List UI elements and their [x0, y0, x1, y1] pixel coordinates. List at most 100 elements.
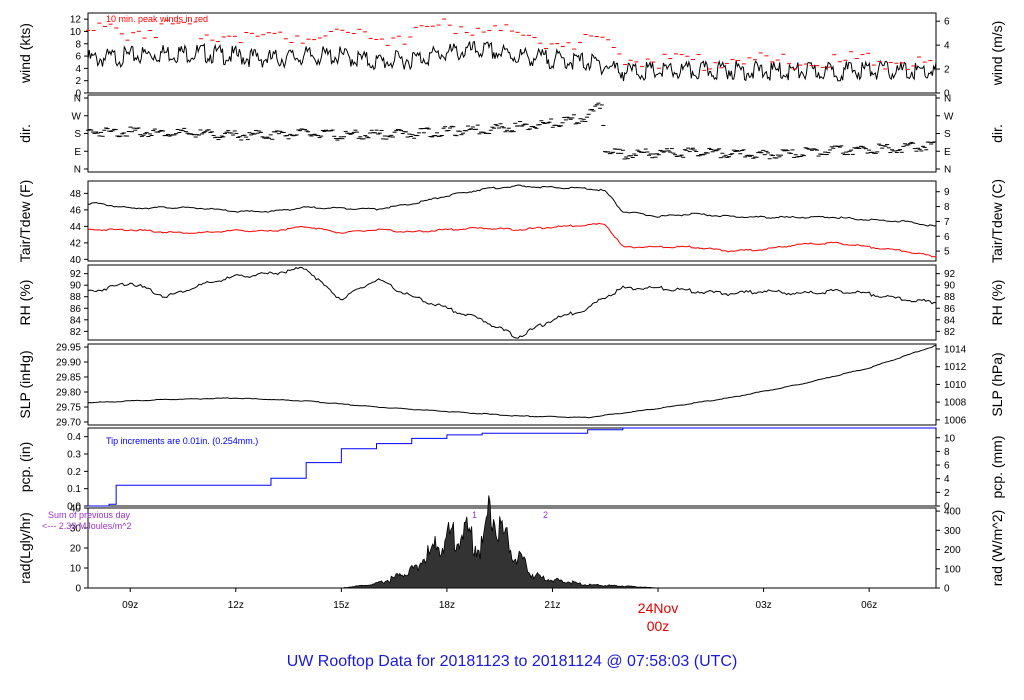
ytick-label-right-wind: 2 — [944, 65, 950, 76]
panel-frame-wind — [87, 12, 937, 94]
series-slp — [87, 344, 937, 419]
ylabel-left-temp: Tair/Tdew (F) — [17, 180, 33, 262]
ytick-label-left-rh: 82 — [70, 327, 82, 338]
series-temp-tair — [88, 184, 937, 227]
panel-frame-temp — [87, 180, 937, 262]
date-marker-date: 24Nov — [638, 600, 678, 616]
ytick-label-right-wind: 6 — [944, 17, 950, 28]
panel-frame-slp — [87, 343, 937, 426]
ytick-label-left-temp: 44 — [70, 222, 82, 233]
panel-frame-rh — [87, 264, 937, 341]
ytick-label-left-slp: 29.85 — [56, 373, 81, 384]
ytick-label-right-rh: 90 — [944, 281, 956, 292]
ytick-label-right-rh: 82 — [944, 327, 956, 338]
ytick-label-right-rad: 400 — [944, 507, 961, 518]
ytick-label-right-dir: N — [944, 94, 951, 105]
ytick-label-left-rh: 88 — [70, 292, 82, 303]
rad-marker-1: 1 — [472, 510, 477, 520]
ylabel-left-slp: SLP (inHg) — [17, 350, 33, 418]
ytick-label-left-rad: 10 — [70, 564, 82, 575]
ytick-label-left-rh: 92 — [70, 269, 82, 280]
ytick-label-left-wind: 12 — [70, 15, 82, 26]
ytick-label-right-pcp: 2 — [944, 488, 950, 499]
ytick-label-right-rad: 300 — [944, 526, 961, 537]
ytick-label-left-temp: 48 — [70, 189, 82, 200]
ytick-label-right-slp: 1012 — [944, 362, 967, 373]
series-temp-tdew — [87, 222, 937, 258]
ytick-label-left-rad: 20 — [70, 544, 82, 555]
ytick-label-right-temp: 5 — [944, 247, 950, 258]
ytick-label-left-temp: 46 — [70, 205, 82, 216]
ytick-label-left-dir: N — [74, 94, 81, 105]
ytick-label-left-dir: E — [74, 147, 81, 158]
xtick-label: 09z — [122, 600, 138, 611]
ytick-label-left-rad: 0 — [75, 584, 81, 595]
ytick-label-left-slp: 29.90 — [56, 358, 81, 369]
ytick-label-left-temp: 42 — [70, 238, 82, 249]
ytick-label-left-pcp: 0.0 — [67, 502, 81, 513]
ytick-label-left-temp: 40 — [70, 255, 82, 266]
ytick-label-right-dir: W — [944, 111, 954, 122]
ytick-label-right-dir: N — [944, 165, 951, 176]
ytick-label-left-wind: 0 — [75, 89, 81, 100]
xtick-label: 12z — [228, 600, 244, 611]
xtick-label: 21z — [544, 600, 560, 611]
ytick-label-left-rh: 86 — [70, 304, 82, 315]
ylabel-left-wind: wind (kts) — [17, 23, 33, 84]
ytick-label-right-pcp: 4 — [944, 474, 950, 485]
ytick-label-left-rh: 84 — [70, 315, 82, 326]
series-wind — [87, 40, 937, 82]
ytick-label-left-pcp: 0.3 — [67, 450, 81, 461]
ytick-label-left-wind: 8 — [75, 39, 81, 50]
ytick-label-left-slp: 29.70 — [56, 418, 81, 429]
ylabel-left-pcp: pcp. (in) — [17, 442, 33, 493]
ylabel-right-dir: dir. — [989, 124, 1005, 143]
ylabel-right-temp: Tair/Tdew (C) — [989, 179, 1005, 263]
ylabel-left-rh: RH (%) — [17, 280, 33, 326]
ylabel-right-pcp: pcp. (mm) — [989, 436, 1005, 499]
ytick-label-left-wind: 6 — [75, 52, 81, 63]
date-marker-hour: 00z — [647, 618, 670, 634]
ytick-label-right-temp: 9 — [944, 187, 950, 198]
ytick-label-right-wind: 4 — [944, 41, 950, 52]
ytick-label-right-rh: 88 — [944, 292, 956, 303]
rad-marker-2: 2 — [543, 510, 548, 520]
rad-annotation-line1: Sum of previous day — [48, 510, 131, 520]
panel-frame-dir — [87, 94, 937, 173]
ylabel-right-rh: RH (%) — [989, 280, 1005, 326]
ylabel-right-wind: wind (m/s) — [989, 21, 1005, 87]
ytick-label-left-wind: 10 — [70, 27, 82, 38]
ylabel-right-rad: rad (W/m^2) — [989, 510, 1005, 587]
ytick-label-right-pcp: 6 — [944, 461, 950, 472]
ytick-label-left-dir: N — [74, 165, 81, 176]
ytick-label-left-wind: 2 — [75, 76, 81, 87]
ytick-label-left-slp: 29.95 — [56, 343, 81, 354]
pcp-annotation: Tip increments are 0.01in. (0.254mm.) — [106, 436, 258, 446]
ytick-label-left-rh: 90 — [70, 281, 82, 292]
ytick-label-left-rad: 40 — [70, 504, 82, 515]
ytick-label-right-dir: S — [944, 129, 951, 140]
series-rad — [341, 495, 659, 589]
ytick-label-left-pcp: 0.2 — [67, 467, 81, 478]
ytick-label-left-slp: 29.80 — [56, 388, 81, 399]
ytick-label-right-rad: 0 — [944, 584, 950, 595]
ytick-label-left-pcp: 0.1 — [67, 484, 81, 495]
ytick-label-right-temp: 8 — [944, 202, 950, 213]
ytick-label-right-slp: 1008 — [944, 398, 967, 409]
ytick-label-right-rh: 92 — [944, 269, 956, 280]
series-pcp — [88, 427, 936, 507]
ylabel-left-dir: dir. — [17, 124, 33, 143]
ytick-label-right-wind: 0 — [944, 89, 950, 100]
ytick-label-right-slp: 1006 — [944, 415, 967, 426]
wind-annotation: 10 min. peak winds in red — [106, 14, 208, 24]
series-rh — [87, 266, 937, 339]
ytick-label-right-pcp: 8 — [944, 447, 950, 458]
ytick-label-right-pcp: 10 — [944, 433, 956, 444]
ytick-label-left-dir: S — [74, 129, 81, 140]
xtick-label: 06z — [861, 600, 877, 611]
ytick-label-right-rh: 84 — [944, 315, 956, 326]
ytick-label-right-dir: E — [944, 147, 951, 158]
xtick-label: 15z — [333, 600, 349, 611]
ytick-label-right-pcp: 0 — [944, 502, 950, 513]
